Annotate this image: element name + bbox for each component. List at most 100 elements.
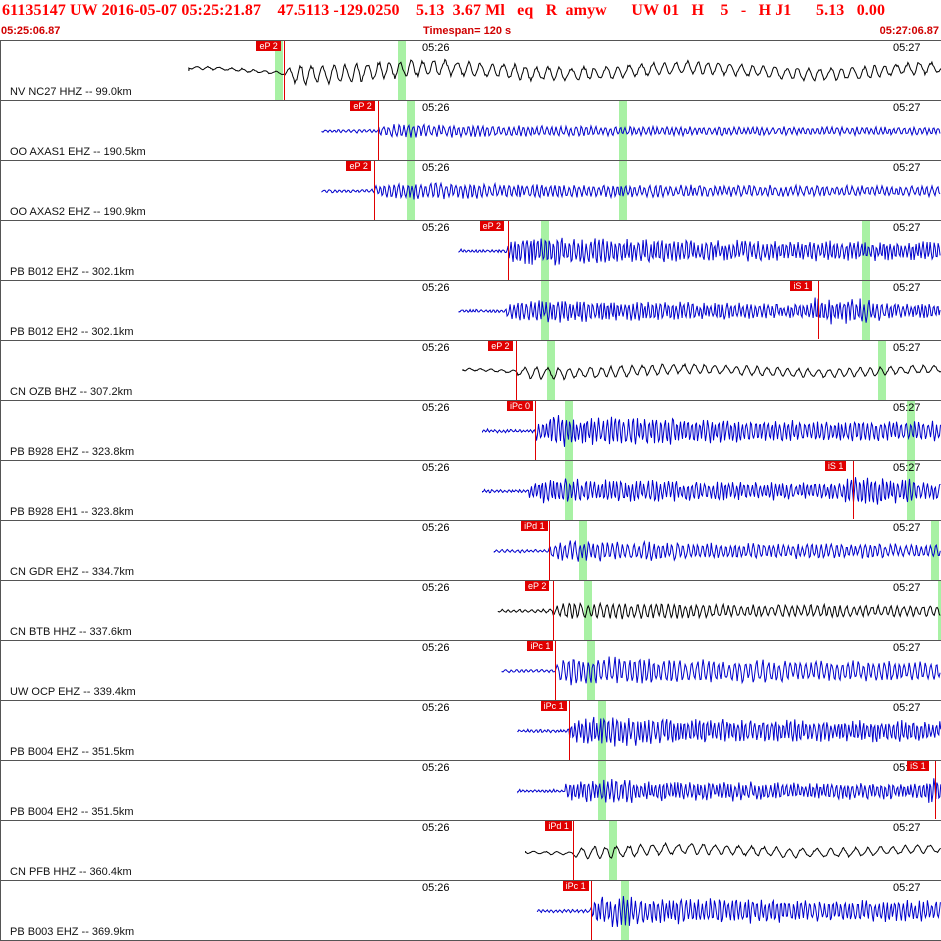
tick-label-0526: 05:26 [422, 102, 450, 114]
phase-pick-flag[interactable]: eP 2 [350, 101, 375, 111]
waveform-path [462, 362, 941, 381]
waveform-trace [188, 58, 941, 87]
phase-pick-flag[interactable]: iPc 1 [540, 701, 567, 711]
phase-pick-line[interactable] [852, 461, 854, 519]
timespan-label: Timespan= 120 s [423, 25, 512, 37]
station-panel[interactable]: 05:26 05:27 iS 1 PB B012 EH2 -- 302.1km [0, 280, 941, 341]
station-label: PB B003 EHZ -- 369.9km [10, 926, 135, 938]
station-panel[interactable]: 05:26 05:27 iS 1 PB B928 EH1 -- 323.8km [0, 460, 941, 521]
tick-label-0526: 05:26 [422, 882, 450, 894]
phase-window-band [862, 281, 871, 340]
station-panel[interactable]: 05:26 05:27 iPd 1 CN GDR EHZ -- 334.7km [0, 520, 941, 581]
waveform-path [501, 656, 941, 686]
station-label: PB B004 EH2 -- 351.5km [10, 806, 134, 818]
station-panel[interactable]: 05:26 05:27 iPc 1 UW OCP EHZ -- 339.4km [0, 640, 941, 701]
phase-pick-line[interactable] [590, 881, 592, 940]
phase-pick-line[interactable] [516, 341, 518, 400]
tick-label-0527: 05:27 [893, 162, 921, 174]
station-label: OO AXAS2 EHZ -- 190.9km [10, 206, 146, 218]
tick-label-0527: 05:27 [893, 282, 921, 294]
station-label: PB B928 EH1 -- 323.8km [10, 506, 134, 518]
waveform-path [188, 58, 941, 87]
waveform-trace [517, 716, 941, 747]
station-panel[interactable]: 05:26 05:27 eP 2 PB B012 EHZ -- 302.1km [0, 220, 941, 281]
waveform-path [536, 895, 941, 928]
station-panel[interactable]: 05:26 05:27 iPc 1 PB B004 EHZ -- 351.5km [0, 700, 941, 761]
phase-pick-flag[interactable]: iPd 1 [545, 821, 572, 831]
station-label: PB B004 EHZ -- 351.5km [10, 746, 135, 758]
tick-label-0527: 05:27 [893, 402, 921, 414]
station-label: PB B928 EHZ -- 323.8km [10, 446, 135, 458]
station-panel[interactable]: 05:26 05:27 eP 2 OO AXAS1 EHZ -- 190.5km [0, 100, 941, 161]
phase-pick-flag[interactable]: iPc 1 [527, 641, 554, 651]
station-label: CN PFB HHZ -- 360.4km [10, 866, 132, 878]
phase-pick-line[interactable] [553, 581, 554, 640]
waveform-trace [482, 477, 941, 505]
station-label: CN OZB BHZ -- 307.2km [10, 386, 133, 398]
waveform-trace [536, 895, 941, 928]
waveform-path [321, 181, 941, 200]
phase-pick-flag[interactable]: iS 1 [824, 461, 847, 471]
tick-label-0527: 05:27 [893, 342, 921, 354]
phase-pick-line[interactable] [573, 821, 575, 880]
waveform-path [493, 539, 941, 562]
tick-label-0527: 05:27 [893, 222, 921, 234]
phase-pick-line[interactable] [374, 161, 376, 220]
phase-pick-line[interactable] [935, 761, 937, 819]
phase-pick-line[interactable] [555, 641, 557, 700]
phase-window-band [546, 341, 555, 400]
phase-pick-line[interactable] [568, 701, 570, 760]
tick-label-0526: 05:26 [422, 402, 450, 414]
phase-pick-line[interactable] [284, 41, 286, 100]
phase-pick-flag[interactable]: eP 2 [256, 41, 281, 51]
tick-label-0526: 05:26 [422, 642, 450, 654]
waveform-trace [458, 297, 941, 325]
phase-window-band [541, 221, 550, 280]
station-panel[interactable]: 05:26 05:27 eP 2 NV NC27 HHZ -- 99.0km [0, 40, 941, 101]
phase-pick-line[interactable] [378, 101, 380, 160]
tick-label-0526: 05:26 [422, 162, 450, 174]
station-panel[interactable]: 05:26 05:27 eP 2 CN OZB BHZ -- 307.2km [0, 340, 941, 401]
station-label: PB B012 EHZ -- 302.1km [10, 266, 135, 278]
waveform-trace [482, 415, 941, 447]
phase-pick-flag[interactable]: iS 1 [907, 761, 929, 771]
phase-pick-line[interactable] [535, 401, 536, 460]
waveform-path [497, 601, 941, 620]
phase-pick-flag[interactable]: eP 2 [346, 161, 371, 171]
phase-pick-line[interactable] [549, 521, 551, 580]
phase-pick-line[interactable] [507, 221, 509, 280]
station-panel[interactable]: 05:26 05:27 eP 2 CN BTB HHZ -- 337.6km [0, 580, 941, 641]
tick-label-0527: 05:27 [893, 702, 921, 714]
waveform-trace [458, 237, 941, 266]
phase-window-band [938, 581, 941, 640]
tick-label-0527: 05:27 [893, 522, 921, 534]
phase-pick-flag[interactable]: iPc 0 [507, 401, 534, 411]
phase-window-band [906, 401, 915, 460]
phase-pick-flag[interactable]: iPd 1 [521, 521, 548, 531]
phase-pick-flag[interactable]: iPc 1 [562, 881, 589, 891]
phase-window-band [274, 41, 283, 100]
station-label: NV NC27 HHZ -- 99.0km [10, 86, 132, 98]
waveform-trace [497, 601, 941, 620]
station-panel[interactable]: 05:26 05:27 iPc 1 PB B003 EHZ -- 369.9km [0, 880, 941, 941]
end-time-label: 05:27:06.87 [879, 25, 939, 37]
phase-pick-flag[interactable]: eP 2 [479, 221, 504, 231]
phase-window-band [619, 161, 628, 220]
phase-pick-flag[interactable]: eP 2 [525, 581, 550, 591]
waveform-trace [321, 181, 941, 200]
tick-label-0527: 05:27 [893, 102, 921, 114]
waveform-path [458, 237, 941, 266]
station-panel[interactable]: 05:26 05:27 eP 2 OO AXAS2 EHZ -- 190.9km [0, 160, 941, 221]
phase-window-band [406, 161, 415, 220]
station-panel[interactable]: 05:26 05:27 iPd 1 CN PFB HHZ -- 360.4km [0, 820, 941, 881]
phase-pick-flag[interactable]: iS 1 [790, 281, 812, 291]
waveform-trace [321, 123, 941, 139]
tick-label-0526: 05:26 [422, 822, 450, 834]
station-panel[interactable]: 05:26 05:27 iPc 0 PB B928 EHZ -- 323.8km [0, 400, 941, 461]
phase-pick-line[interactable] [818, 281, 820, 339]
station-label: CN GDR EHZ -- 334.7km [10, 566, 135, 578]
waveform-trace [493, 539, 941, 562]
phase-pick-flag[interactable]: eP 2 [488, 341, 513, 351]
tick-label-0526: 05:26 [422, 282, 450, 294]
